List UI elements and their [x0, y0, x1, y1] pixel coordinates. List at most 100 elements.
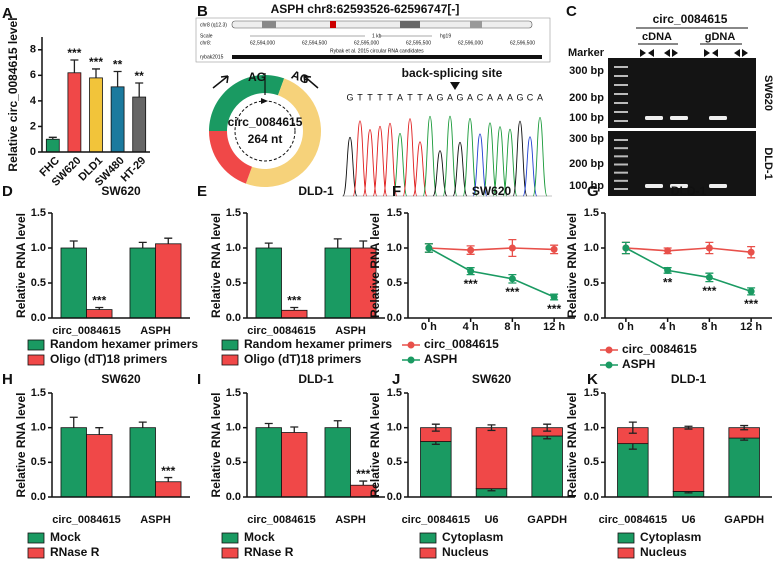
- legend-label: Cytoplasm: [442, 530, 503, 544]
- significance: ***: [356, 467, 370, 481]
- bar: [132, 96, 147, 153]
- sequence-base: C: [527, 92, 534, 102]
- x-tick-label: HT-29: [119, 155, 149, 185]
- y-axis-label: Relative RNA level: [209, 213, 223, 318]
- error-bar: [70, 59, 79, 73]
- sequence-base: G: [516, 92, 523, 102]
- y-tick-label: 2: [30, 120, 36, 132]
- y-tick-label: 1.0: [584, 242, 599, 254]
- circ-name: circ_0084615: [228, 115, 303, 129]
- browser-text: 1 kb: [372, 33, 382, 39]
- y-tick-label: 0.0: [584, 312, 599, 324]
- sequence-base: A: [487, 92, 493, 102]
- site-marker: [450, 82, 460, 90]
- x-tick-label: circ_0084615: [52, 514, 121, 526]
- legend-swatch: [27, 547, 45, 559]
- error-bar: [264, 422, 273, 428]
- panel-c: C circ_0084615 cDNA gDNA Marker 300 bp 20…: [566, 3, 774, 196]
- browser-text: Rybak et al. 2015 circular RNA candidate…: [330, 48, 424, 54]
- ladder-band: [614, 163, 628, 166]
- significance: **: [663, 275, 673, 289]
- bar: [129, 247, 156, 319]
- browser-text: rybak2015: [200, 54, 224, 60]
- ideogram-band: [470, 21, 482, 28]
- panel-label: G: [587, 183, 599, 200]
- group-label: cDNA: [642, 31, 672, 43]
- panel-label: B: [197, 3, 208, 20]
- group-label: gDNA: [705, 31, 736, 43]
- gel-band: [670, 184, 688, 188]
- legend-label: Cytoplasm: [640, 530, 701, 544]
- x-tick-label: 0 h: [421, 321, 437, 333]
- legend-label: Nucleus: [442, 545, 489, 559]
- site-label: back-splicing site: [402, 66, 503, 80]
- legend-swatch: [221, 532, 239, 544]
- y-axis-label: Relative RNA level: [14, 393, 28, 498]
- chart-title: DLD-1: [671, 184, 707, 198]
- trace-peak: [342, 136, 358, 197]
- chart-title: DLD-1: [298, 372, 334, 386]
- bar: [324, 247, 351, 319]
- legend-swatch: [221, 354, 239, 366]
- point: [664, 247, 672, 255]
- trace-peak: [422, 115, 438, 197]
- gel-band: [709, 116, 727, 120]
- error-bar: [69, 416, 78, 428]
- ladder-band: [614, 188, 628, 190]
- circ-arrow: [261, 98, 268, 104]
- x-tick-label: 12 h: [543, 321, 565, 333]
- y-tick-label: 1.0: [31, 242, 46, 254]
- error-bar: [135, 82, 144, 98]
- panel-label: H: [2, 371, 13, 388]
- panel-label: E: [197, 183, 207, 200]
- y-tick-label: 0.0: [387, 491, 402, 503]
- y-tick-label: 1.5: [226, 207, 241, 219]
- sequence-base: T: [357, 92, 363, 102]
- error-bar: [628, 421, 637, 434]
- y-tick-label: 1.5: [387, 207, 402, 219]
- sequence-base: A: [427, 92, 433, 102]
- y-tick-label: 1.5: [387, 387, 402, 399]
- bar-segment: [420, 441, 452, 498]
- circ-inner: [234, 100, 296, 162]
- bar: [110, 86, 125, 153]
- panel-label: C: [566, 3, 577, 20]
- gel-band: [645, 184, 663, 188]
- bar-segment: [531, 435, 563, 498]
- x-tick-label: 4 h: [463, 321, 479, 333]
- legend-swatch: [221, 339, 239, 351]
- y-tick-label: 1.5: [31, 207, 46, 219]
- x-tick-label: ASPH: [335, 514, 366, 526]
- significance: ***: [744, 297, 758, 311]
- error-bar: [164, 476, 173, 482]
- series-line: [625, 247, 752, 293]
- error-bar: [543, 423, 552, 432]
- x-tick-label: ASPH: [140, 325, 171, 337]
- browser-text: chr8:: [200, 40, 211, 46]
- panel-label: D: [2, 183, 13, 200]
- significance: ***: [161, 464, 175, 478]
- y-tick-label: 0.5: [387, 456, 402, 468]
- y-axis-label: Relative RNA level: [14, 213, 28, 318]
- y-axis-label: Relative RNA level: [368, 213, 382, 318]
- chart: J SW620 Relative RNA level 0.0 0.5 1.0 1.5 circ…: [368, 371, 575, 559]
- ladder-band: [614, 66, 628, 68]
- ladder-band: [614, 139, 628, 141]
- sequence-base: A: [447, 92, 453, 102]
- ladder-label: 200 bp: [569, 158, 604, 170]
- legend-label: circ_0084615: [424, 337, 499, 351]
- panel-label: I: [197, 371, 201, 388]
- ladder-band: [614, 93, 628, 95]
- legend-swatch: [221, 547, 239, 559]
- x-tick-label: GAPDH: [724, 514, 764, 526]
- panel-label: A: [2, 5, 13, 22]
- error-bar: [92, 68, 100, 78]
- ladder-label: 100 bp: [569, 180, 604, 192]
- bar: [89, 77, 103, 153]
- x-tick-label: circ_0084615: [599, 514, 668, 526]
- bar: [45, 138, 60, 153]
- point: [705, 273, 713, 281]
